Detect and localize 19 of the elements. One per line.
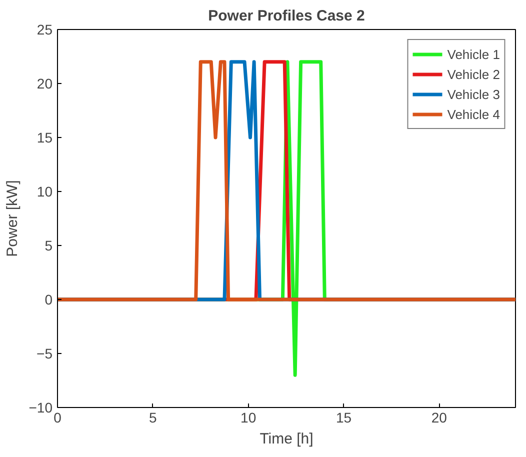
y-tick-label: 25 <box>36 22 53 38</box>
legend-label: Vehicle 1 <box>447 46 500 62</box>
legend-label: Vehicle 3 <box>447 86 500 102</box>
legend-label: Vehicle 2 <box>447 66 500 82</box>
x-tick-label: 10 <box>240 410 256 426</box>
y-tick-label: 5 <box>44 238 53 254</box>
y-tick-label: −5 <box>36 346 53 362</box>
y-tick-label: −10 <box>28 400 53 416</box>
y-tick-label: 15 <box>36 130 53 146</box>
x-tick-label: 5 <box>149 410 158 426</box>
chart-title: Power Profiles Case 2 <box>208 8 365 24</box>
x-tick-label: 20 <box>431 410 448 426</box>
legend-label: Vehicle 4 <box>447 106 500 122</box>
y-tick-label: 0 <box>44 292 53 308</box>
x-axis-title: Time [h] <box>260 430 314 448</box>
x-tick-label: 15 <box>336 410 352 426</box>
y-tick-label: 20 <box>36 76 53 92</box>
y-axis-title: Power [kW] <box>4 180 21 257</box>
y-tick-label: 10 <box>36 184 53 200</box>
